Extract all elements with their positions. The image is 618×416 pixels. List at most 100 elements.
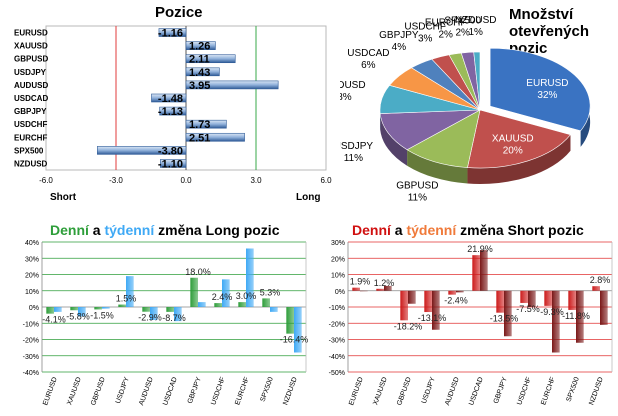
pie-value-usdcad: 6% [361,60,376,71]
category-label-audusd: AUDUSD [14,81,48,90]
bar-spx500 [97,146,187,155]
bar-t-denn--audusd [456,290,464,293]
category-label-gbpusd: GBPUSD [14,55,48,64]
pie-label-nzdusd: NZDUSD [455,15,497,26]
data-label-usdcad: -1.48 [158,93,183,105]
title-part-2: týdenní [406,222,457,238]
pie-value-xauusd: 20% [503,146,523,157]
category-label-xauusd: XAUUSD [372,376,389,406]
title-part-3: změna Short pozic [456,222,584,238]
bar-denn--usdchf [214,303,222,307]
bar-gbpusd [185,54,236,64]
bar-eurusd [158,28,187,37]
category-label-nzdusd: NZDUSD [588,376,605,406]
data-label-nzdusd: -1.10 [158,158,183,170]
data-label-audusd: -2.4% [444,296,468,306]
bar-xauusd [185,41,216,50]
data-label-usdcad: -8.7% [162,313,186,323]
pie-slice-usdjpy [379,109,481,151]
y-tick-0: 40% [25,240,39,247]
data-label-gbpjpy: 18.0% [185,267,211,277]
y-tick-5: -20% [329,321,345,328]
data-label-gbpjpy: -13.5% [490,314,519,324]
category-label-spx500: SPX500 [566,376,581,403]
bar-t-denn--usdcad [174,307,182,322]
x-tick-0: -6.0 [39,176,53,185]
pie-label-gbpusd: GBPUSD [396,180,438,191]
category-label-xauusd: XAUUSD [14,42,48,51]
data-label-eurchf: -9.3% [540,307,564,317]
bar-denn--audusd [448,290,456,295]
bar-denn--gbpjpy [190,277,198,307]
category-label-nzdusd: NZDUSD [14,159,48,168]
pie-value-usdchf: 3% [418,34,433,45]
pie-value-eurusd: 32% [537,90,557,101]
category-label-usdjpy: USDJPY [421,376,437,405]
y-tick-6: -20% [23,338,39,345]
pie-title-line-2: otevřených [509,23,590,40]
bar-denn--gbpjpy [496,290,504,313]
pie-label-usdcad: USDCAD [347,48,389,59]
y-tick-3: 0% [335,289,345,296]
positions-bar-chart: EURUSD -1.16 XAUUSD 1.26 GBPUSD 2.11 USDJPY 1.4… [14,25,332,203]
data-label-eurchf: 3.0% [236,291,257,301]
category-label-eurchf: EURCHF [540,376,557,406]
category-label-nzdusd: NZDUSD [282,376,299,406]
data-label-eurchf: 2.51 [189,132,210,144]
pie-value-gbpjpy: 4% [392,42,407,53]
bar-t-denn--usdjpy [126,276,134,307]
pie-label-usdchf: USDCHF [404,22,446,33]
bar-t-denn--nzdusd [294,307,302,353]
data-label-usdjpy: -13.1% [418,313,447,323]
bar-t-denn--eurusd [54,307,62,312]
category-label-spx500: SPX500 [260,376,275,403]
data-label-spx500: -3.80 [158,145,183,157]
bar-denn--gbpusd [400,290,408,321]
y-tick-4: -10% [329,305,345,312]
x-tick-1: -3.0 [109,176,123,185]
pie-value-eurchf: 2% [438,29,453,40]
bar-t-denn--eurchf [246,248,254,307]
pie-slice-side-xauusd [467,134,571,184]
data-label-gbpusd: 2.11 [189,54,210,66]
bar-denn--nzdusd [286,307,294,334]
long-axis-label: Long [296,192,320,203]
data-label-gbpjpy: -1.13 [158,106,183,118]
long-change-bar-chart: 40% 30% 20% 10% 0% -10% -20% -30% -40%EURUSD XAUU… [23,240,309,406]
pie-title-line-1: Množství [509,6,574,23]
data-label-audusd: -2.9% [138,313,162,323]
data-label-eurusd: -1.16 [158,28,183,40]
pie-label-audusd: AUDUSD [340,80,366,91]
bar-denn--xauusd [376,288,384,291]
bar-t-denn--nzdusd [600,290,608,325]
data-label-usdchf: 2.4% [212,292,233,302]
pie-value-spx500: 2% [455,28,470,39]
category-label-gbpjpy: GBPJPY [187,376,203,405]
data-label-nzdusd: 2.8% [590,275,611,285]
category-label-eurusd: EURUSD [14,29,48,38]
data-label-usdjpy: 1.5% [116,294,137,304]
bar-denn--spx500 [568,290,576,310]
category-label-eurchf: EURCHF [14,133,47,142]
bar-t-denn--gbpusd [408,290,416,304]
category-label-eurchf: EURCHF [234,376,251,406]
bar-t-denn--xauusd [78,307,86,317]
pie-label-usdjpy: USDJPY [340,141,373,152]
data-label-usdjpy: 1.43 [189,67,210,79]
bar-t-denn--spx500 [270,307,278,312]
bar-denn--usdcad [166,307,174,312]
pie-title: Množství otevřených pozic [509,6,589,57]
category-label-eurusd: EURUSD [348,376,365,406]
data-label-nzdusd: -16.4% [280,335,309,345]
y-tick-6: -30% [329,338,345,345]
y-tick-1: 30% [25,256,39,263]
category-label-eurusd: EURUSD [42,376,59,406]
y-tick-2: 20% [25,273,39,280]
pie-slice-xauusd [467,109,572,169]
category-label-usdchf: USDCHF [210,376,227,406]
y-tick-8: -50% [329,370,345,377]
category-label-gbpusd: GBPUSD [396,376,413,406]
bar-denn--spx500 [262,298,270,307]
bar-t-denn--spx500 [576,290,584,343]
pie-slice-side-gbpusd [407,149,468,184]
